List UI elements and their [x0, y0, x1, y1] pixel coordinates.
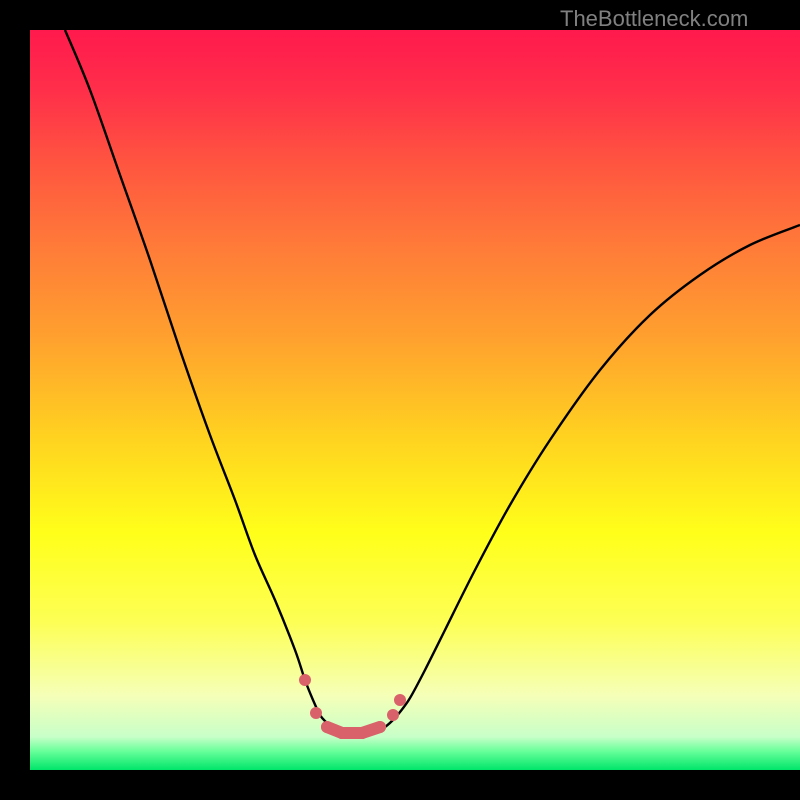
- bottleneck-curve: [65, 30, 800, 734]
- dip-segment: [327, 727, 342, 733]
- dip-marker: [299, 674, 311, 686]
- watermark-text: TheBottleneck.com: [560, 6, 748, 32]
- dip-marker: [374, 721, 386, 733]
- dip-marker: [356, 727, 368, 739]
- dip-marker: [310, 707, 322, 719]
- dip-marker: [321, 721, 333, 733]
- plot-area: [30, 30, 800, 770]
- dip-segment: [362, 727, 380, 733]
- dip-marker: [387, 709, 399, 721]
- dip-marker: [394, 694, 406, 706]
- dip-marker: [336, 727, 348, 739]
- chart-svg: [30, 30, 800, 770]
